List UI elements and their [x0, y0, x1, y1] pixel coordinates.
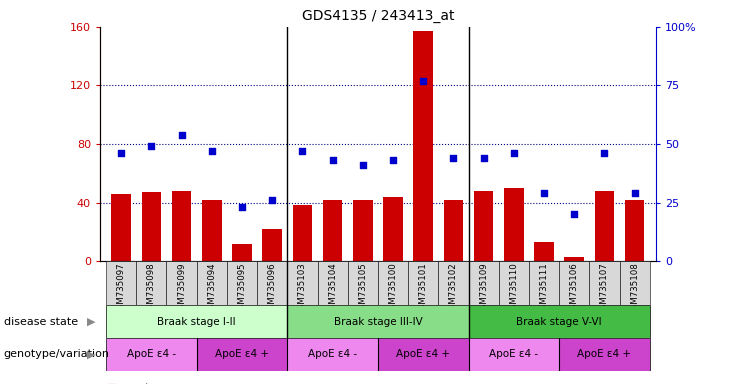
- Point: [508, 150, 519, 156]
- Bar: [136, 261, 167, 305]
- Text: GSM735096: GSM735096: [268, 262, 276, 315]
- Bar: [468, 261, 499, 305]
- Text: ApoE ε4 -: ApoE ε4 -: [127, 349, 176, 359]
- Point: [599, 150, 611, 156]
- Bar: [473, 191, 494, 261]
- Point: [145, 143, 157, 149]
- Text: GSM735099: GSM735099: [177, 262, 186, 315]
- Point: [266, 197, 278, 203]
- Text: ApoE ε4 +: ApoE ε4 +: [396, 349, 451, 359]
- Bar: [378, 261, 408, 305]
- Bar: [504, 188, 524, 261]
- Bar: [262, 229, 282, 261]
- Point: [448, 155, 459, 161]
- Bar: [589, 261, 619, 305]
- Bar: [534, 242, 554, 261]
- Bar: [232, 243, 252, 261]
- Text: GSM735100: GSM735100: [388, 262, 397, 315]
- Text: GSM735104: GSM735104: [328, 262, 337, 315]
- Point: [116, 150, 127, 156]
- Bar: [468, 338, 559, 371]
- Text: GSM735103: GSM735103: [298, 262, 307, 315]
- Bar: [167, 261, 196, 305]
- Bar: [202, 200, 222, 261]
- Bar: [348, 261, 378, 305]
- Bar: [106, 305, 288, 338]
- Point: [357, 162, 369, 168]
- Text: GSM735102: GSM735102: [449, 262, 458, 315]
- Bar: [106, 338, 196, 371]
- Text: GSM735101: GSM735101: [419, 262, 428, 315]
- Text: ApoE ε4 +: ApoE ε4 +: [577, 349, 631, 359]
- Text: ■: ■: [107, 383, 118, 384]
- Point: [478, 155, 490, 161]
- Bar: [439, 261, 468, 305]
- Bar: [257, 261, 288, 305]
- Bar: [142, 192, 162, 261]
- Bar: [559, 261, 589, 305]
- Bar: [594, 191, 614, 261]
- Text: genotype/variation: genotype/variation: [4, 349, 110, 359]
- Text: Braak stage V-VI: Braak stage V-VI: [516, 316, 602, 327]
- Text: GSM735105: GSM735105: [359, 262, 368, 315]
- Bar: [529, 261, 559, 305]
- Bar: [408, 261, 439, 305]
- Text: GSM735097: GSM735097: [116, 262, 126, 315]
- Bar: [559, 338, 650, 371]
- Point: [206, 148, 218, 154]
- Bar: [317, 261, 348, 305]
- Point: [568, 211, 580, 217]
- Bar: [172, 191, 191, 261]
- Text: count: count: [119, 383, 150, 384]
- Text: GSM735098: GSM735098: [147, 262, 156, 315]
- Bar: [196, 261, 227, 305]
- Point: [387, 157, 399, 164]
- Text: ApoE ε4 +: ApoE ε4 +: [215, 349, 269, 359]
- Text: ▶: ▶: [87, 316, 95, 327]
- Point: [327, 157, 339, 164]
- Text: ApoE ε4 -: ApoE ε4 -: [489, 349, 539, 359]
- Bar: [413, 31, 433, 261]
- Point: [236, 204, 248, 210]
- Point: [628, 190, 640, 196]
- Bar: [323, 200, 342, 261]
- Text: ▶: ▶: [87, 349, 95, 359]
- Text: GSM735094: GSM735094: [207, 262, 216, 315]
- Text: GSM735108: GSM735108: [630, 262, 639, 315]
- Bar: [106, 261, 136, 305]
- Bar: [383, 197, 403, 261]
- Point: [538, 190, 550, 196]
- Bar: [227, 261, 257, 305]
- Bar: [288, 261, 317, 305]
- Text: GSM735106: GSM735106: [570, 262, 579, 315]
- Bar: [288, 305, 468, 338]
- Bar: [619, 261, 650, 305]
- Bar: [499, 261, 529, 305]
- Bar: [625, 200, 645, 261]
- Bar: [353, 200, 373, 261]
- Bar: [293, 205, 312, 261]
- Point: [417, 78, 429, 84]
- Text: GSM735110: GSM735110: [509, 262, 518, 315]
- Bar: [565, 257, 584, 261]
- Bar: [444, 200, 463, 261]
- Text: GSM735109: GSM735109: [479, 262, 488, 315]
- Bar: [288, 338, 378, 371]
- Text: ApoE ε4 -: ApoE ε4 -: [308, 349, 357, 359]
- Text: GSM735107: GSM735107: [600, 262, 609, 315]
- Bar: [196, 338, 288, 371]
- Bar: [378, 338, 468, 371]
- Bar: [111, 194, 131, 261]
- Point: [176, 132, 187, 138]
- Text: GSM735095: GSM735095: [238, 262, 247, 315]
- Title: GDS4135 / 243413_at: GDS4135 / 243413_at: [302, 9, 454, 23]
- Text: GSM735111: GSM735111: [539, 262, 548, 315]
- Text: disease state: disease state: [4, 316, 78, 327]
- Text: Braak stage I-II: Braak stage I-II: [157, 316, 236, 327]
- Bar: [468, 305, 650, 338]
- Text: Braak stage III-IV: Braak stage III-IV: [333, 316, 422, 327]
- Point: [296, 148, 308, 154]
